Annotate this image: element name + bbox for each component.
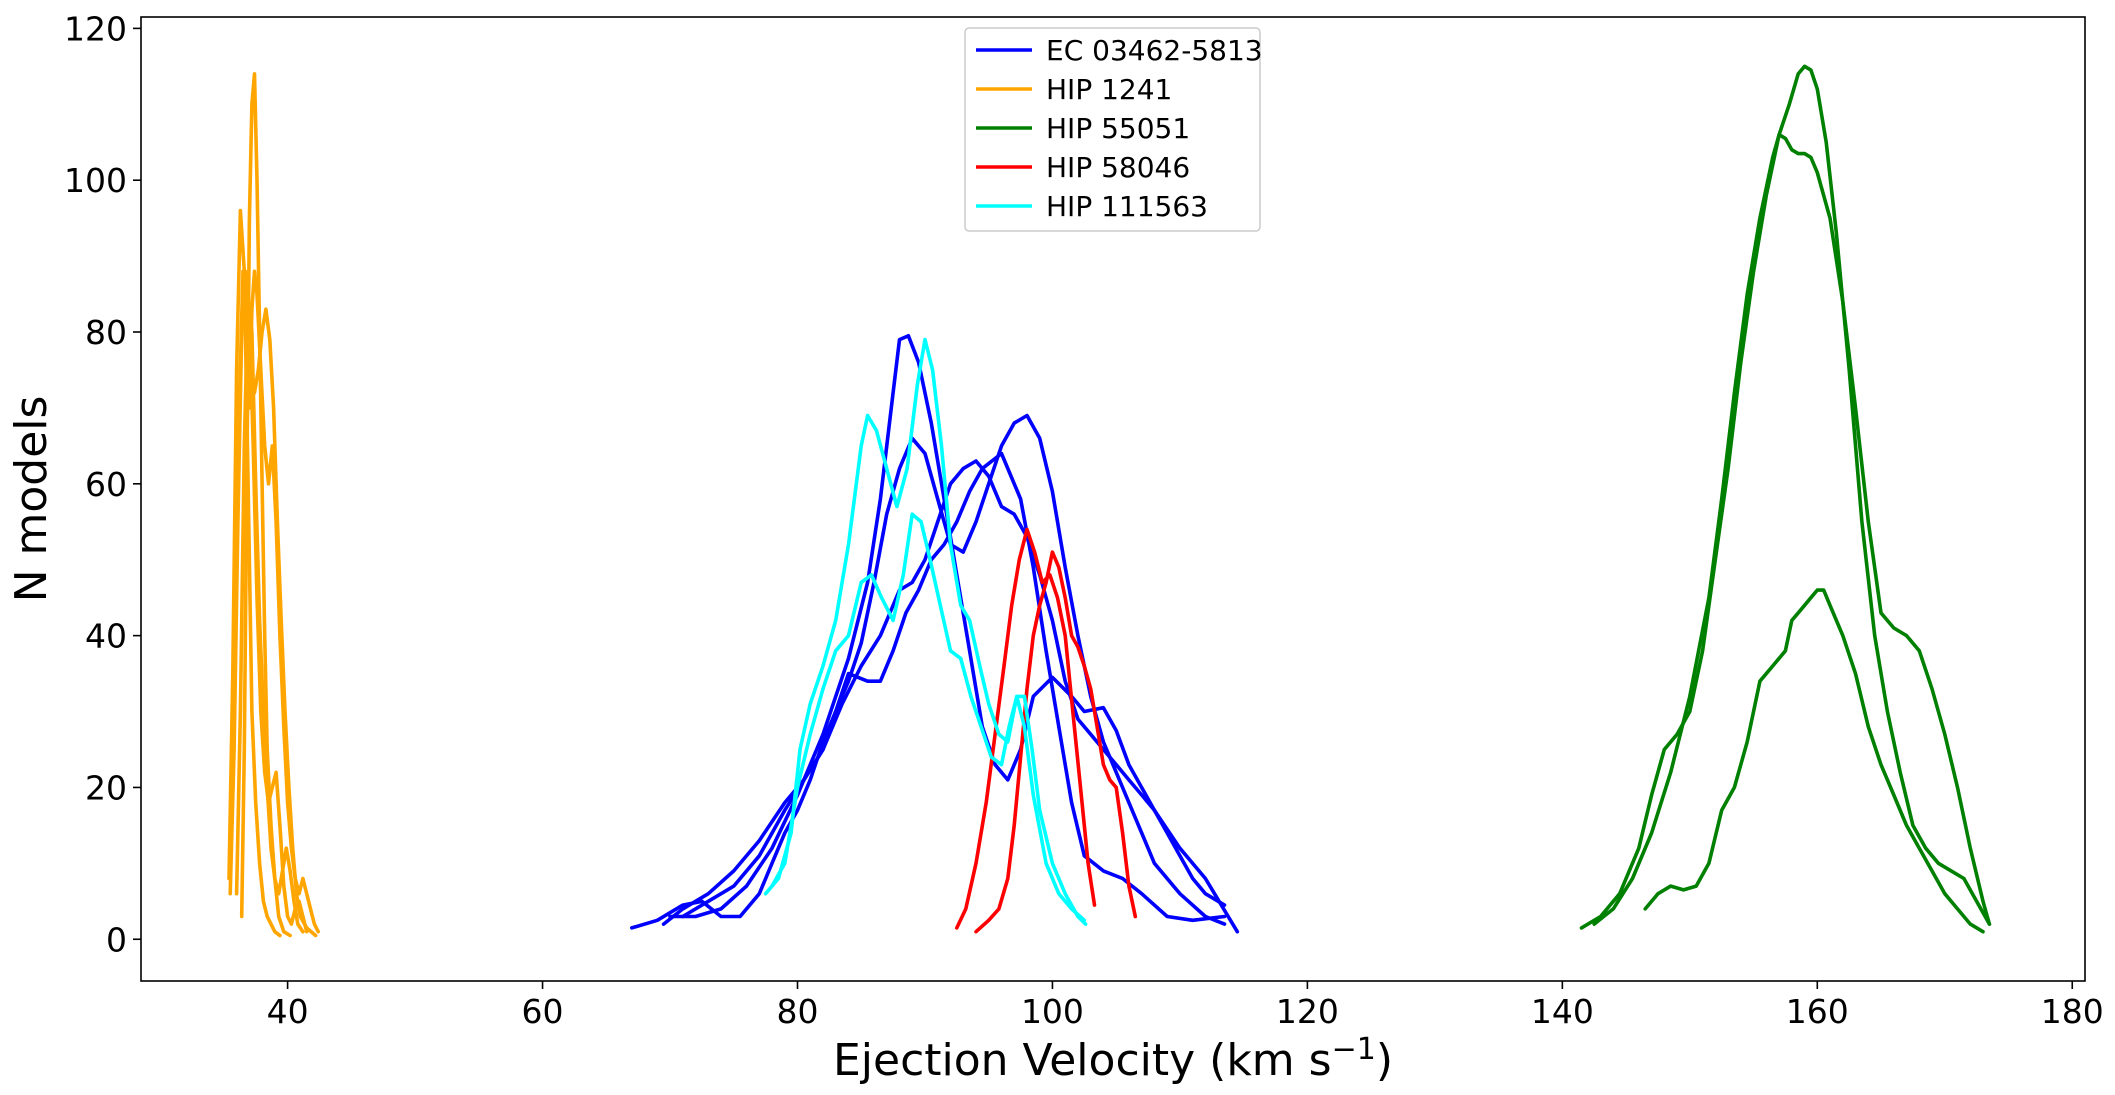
y-tick-label-100: 100 [64,161,127,200]
x-tick-label-160: 160 [1786,992,1849,1031]
series-3-curve-1 [974,550,1138,934]
y-tick-label-0: 0 [106,920,127,959]
x-tick-label-100: 100 [1021,992,1084,1031]
y-tick-label-60: 60 [85,465,127,504]
legend-label-0: EC 03462-5813 [1046,34,1263,67]
legend-box [964,27,1261,232]
y-tick-label-80: 80 [85,313,127,352]
x-axis-ticks: 40 60 80 100 120 140 160 180 [267,981,2104,1031]
series-1-curve-5 [247,269,320,934]
y-tick-label-120: 120 [64,9,127,48]
series-1-curve-0 [227,208,282,938]
x-tick-label-40: 40 [267,992,309,1031]
data-curves [227,64,1992,938]
legend-label-1: HIP 1241 [1046,73,1172,106]
series-4-curve-0 [763,337,1088,926]
legend-label-2: HIP 55051 [1046,112,1190,145]
series-1-curve-4 [234,292,305,934]
x-axis-title-main: Ejection Velocity (km s [833,1035,1332,1086]
x-axis-title: Ejection Velocity (km s−1) [833,1032,1393,1086]
y-tick-label-20: 20 [85,768,127,807]
series-0-curve-3 [681,459,1227,919]
y-tick-label-40: 40 [85,617,127,656]
series-4-curve-1 [770,512,1087,923]
series-2-curve-2 [1643,588,1985,934]
plot-frame [140,16,2086,982]
series-2-curve-0 [1592,132,1992,926]
x-axis-title-superscript: −1 [1332,1032,1376,1067]
legend: EC 03462-5813 HIP 1241 HIP 55051 HIP 58046 H… [964,27,1263,232]
x-axis-title-close: ) [1376,1035,1393,1086]
x-tick-label-60: 60 [522,992,564,1031]
x-tick-label-120: 120 [1276,992,1339,1031]
series-2-curve-1 [1579,64,1992,930]
legend-label-4: HIP 111563 [1046,190,1208,223]
series-3-curve-0 [955,527,1097,930]
x-tick-label-80: 80 [776,992,818,1031]
y-axis-ticks: 0 20 40 60 80 100 120 [64,9,141,959]
x-tick-label-180: 180 [2041,992,2104,1031]
y-axis-title: N models [6,396,57,603]
series-0-curve-1 [661,451,1227,926]
legend-label-3: HIP 58046 [1046,151,1190,184]
x-tick-label-140: 140 [1531,992,1594,1031]
